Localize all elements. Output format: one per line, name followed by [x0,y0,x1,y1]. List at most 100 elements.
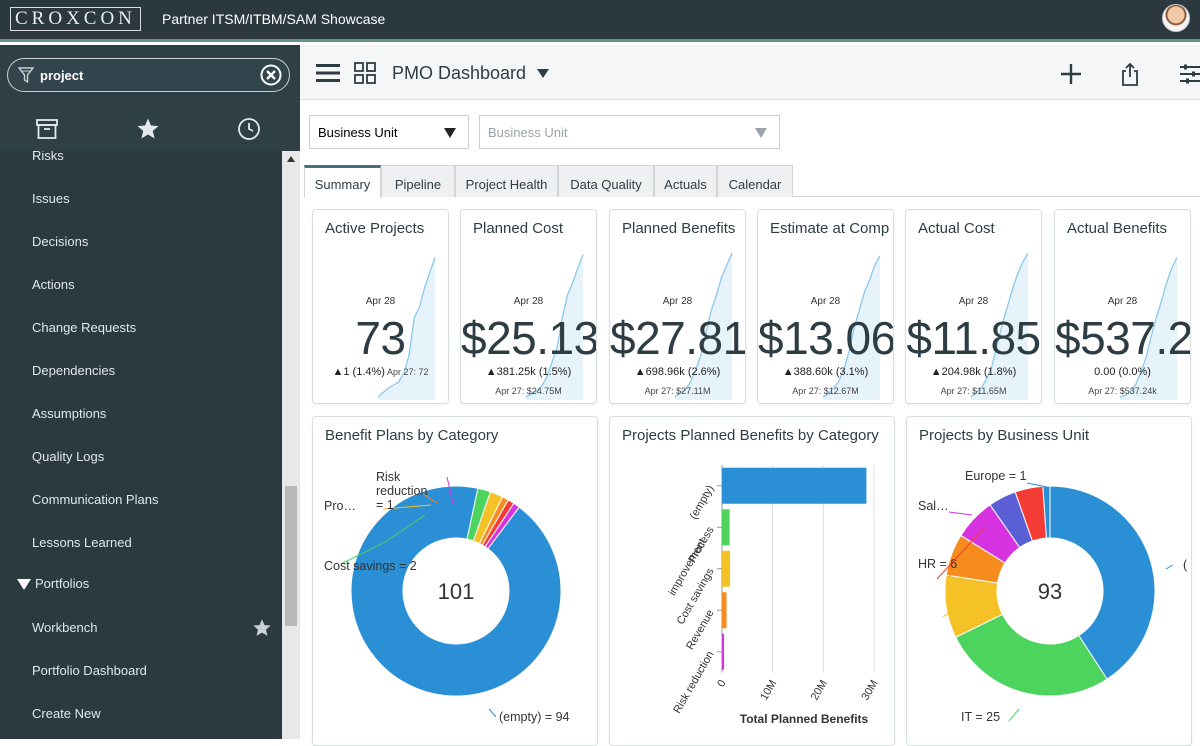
planned-benefits-chart-card: Projects Planned Benefits by Category 0 1… [609,416,895,746]
scroll-thumb[interactable] [285,486,297,626]
menu-item-risks[interactable]: Risks [32,151,64,163]
scroll-up-arrow-icon[interactable] [287,156,295,162]
kpi-card-5[interactable]: Actual Cost Apr 28 $11.85 ▲204.98k (1.8%) Ap… [905,209,1042,404]
kpi-delta: ▲388.60k (3.1%) [782,366,869,378]
benefit-plans-donut-chart[interactable]: 101 (empty) = 94 Cost savings = 2 Pro… Riskr… [313,417,598,746]
navigator-filter[interactable] [7,58,290,92]
kpi-title: Planned Cost [473,220,564,237]
bar-revenue[interactable] [722,592,727,629]
menu-item-portfolio-dashboard[interactable]: Portfolio Dashboard [32,663,147,678]
kpi-delta: ▲381.25k (1.5%) [485,366,572,378]
menu-item-communication-plans[interactable]: Communication Plans [32,492,159,507]
bar--empty-[interactable] [722,467,867,504]
hamburger-menu-icon[interactable] [316,64,340,82]
top-bar: CROXCON Partner ITSM/ITBM/SAM Showcase [0,0,1200,42]
menu-item-quality-logs[interactable]: Quality Logs [32,449,105,464]
x-tick-label: 0 [715,678,728,689]
menu-item-workbench[interactable]: Workbench [0,607,282,650]
donut-slice[interactable] [484,502,520,550]
user-avatar[interactable] [1162,4,1190,32]
business-unit-filter-select[interactable]: Business Unit [479,115,780,149]
kpi-previous: Apr 27: 72 [384,367,429,377]
menu-item-create-new[interactable]: Create New [32,706,101,721]
business-unit-filter-placeholder: Business Unit [488,125,568,140]
card-title: Projects Planned Benefits by Category [622,427,879,444]
kpi-date: Apr 28 [810,296,841,307]
slice-label: ( [1183,558,1188,572]
filter-area [0,45,300,103]
dashboard-title[interactable]: PMO Dashboard [392,63,527,83]
donut-slice[interactable] [1049,485,1156,680]
donut-total-label: 101 [438,579,475,604]
slice-leader-line [422,493,438,504]
slice-leader-line [948,566,958,578]
kpi-value: $11.85 [906,312,1041,364]
sidebar-scrollbar[interactable] [282,151,300,739]
slice-leader-line [948,511,973,516]
donut-slice[interactable] [350,485,562,697]
donut-slice[interactable] [1042,485,1051,539]
favorite-star-icon[interactable] [252,618,272,638]
dashboard-switch-caret-icon[interactable] [537,69,549,78]
x-tick-label: 10M [758,678,779,703]
kpi-sparkline [674,252,733,400]
kpi-title: Actual Cost [918,220,995,237]
kpi-sparkline [970,252,1029,400]
business-unit-select[interactable]: Business Unit [309,115,469,149]
menu-item-actions[interactable]: Actions [32,277,75,292]
kpi-card-6[interactable]: Actual Benefits Apr 28 $537.2 0.00 (0.0%) Ap… [1054,209,1191,404]
kpi-value: $27.81 [610,312,746,364]
menu-item-issues[interactable]: Issues [32,191,70,206]
menu-item-change-requests[interactable]: Change Requests [32,320,137,335]
main-content: PMO Dashboard Business Unit Business Uni… [300,45,1200,746]
clear-filter-icon[interactable] [260,64,282,86]
slice-leader-line [1008,708,1020,722]
kpi-date: Apr 28 [662,296,693,307]
filter-input[interactable] [40,65,260,85]
menu-item-decisions[interactable]: Decisions [32,234,89,249]
tab-project-health[interactable]: Project Health [455,165,558,197]
kpi-sparkline [525,254,584,400]
all-apps-icon[interactable] [35,117,59,141]
bar-risk-reduction[interactable] [722,633,724,670]
kpi-previous: Apr 27: $11.65M [940,386,1007,396]
favorites-icon[interactable] [136,117,160,141]
kpi-value: $13.06 [758,312,894,364]
filter-icon [18,67,34,84]
slice-label: Cost savings = 2 [324,559,417,573]
kpi-sparkline [822,255,881,400]
tab-actuals[interactable]: Actuals [654,165,717,197]
dashboard-grid-icon[interactable] [354,62,376,84]
tab-calendar[interactable]: Calendar [717,165,793,197]
kpi-sparkline [1119,257,1178,400]
donut-slice[interactable] [955,613,1108,697]
settings-sliders-icon[interactable] [1178,63,1200,85]
planned-benefits-bar-chart[interactable]: 0 10M 20M 30M(empty)ProcessimprovementCost … [610,417,895,746]
tab-pipeline[interactable]: Pipeline [381,165,455,197]
menu-item-dependencies[interactable]: Dependencies [32,363,116,378]
company-logo[interactable]: CROXCON [10,7,141,31]
menu-item-assumptions[interactable]: Assumptions [32,406,107,421]
kpi-card-2[interactable]: Planned Cost Apr 28 $25.13 ▲381.25k (1.5%) A… [460,209,597,404]
bar-process-improvement[interactable] [722,509,730,546]
history-icon[interactable] [237,117,261,141]
menu-item-lessons-learned[interactable]: Lessons Learned [32,535,132,550]
share-icon[interactable] [1121,62,1139,86]
add-icon[interactable] [1060,63,1082,85]
tab-summary[interactable]: Summary [304,165,381,198]
navigator-tabs [0,103,300,151]
collapse-caret-icon [17,579,31,590]
kpi-card-4[interactable]: Estimate at Comp Apr 28 $13.06 ▲388.60k (3.… [757,209,894,404]
kpi-previous: Apr 27: $537.24k [1088,386,1157,396]
card-title: Projects by Business Unit [919,427,1090,444]
bar-cost-savings[interactable] [722,550,731,587]
kpi-value: 73 [355,312,406,364]
kpi-card-1[interactable]: Active Projects Apr 28 73 ▲1 (1.4%) Apr 27:… [312,209,449,404]
slice-label: reduction [376,484,427,498]
menu-section-portfolios[interactable]: Portfolios [0,563,282,606]
dashboard-header: PMO Dashboard [300,45,1200,100]
kpi-card-3[interactable]: Planned Benefits Apr 28 $27.81 ▲698.96k (2.… [609,209,746,404]
projects-by-bu-chart-card: Projects by Business Unit 93 IT = 25 HR = … [906,416,1192,746]
tab-data-quality[interactable]: Data Quality [558,165,654,197]
